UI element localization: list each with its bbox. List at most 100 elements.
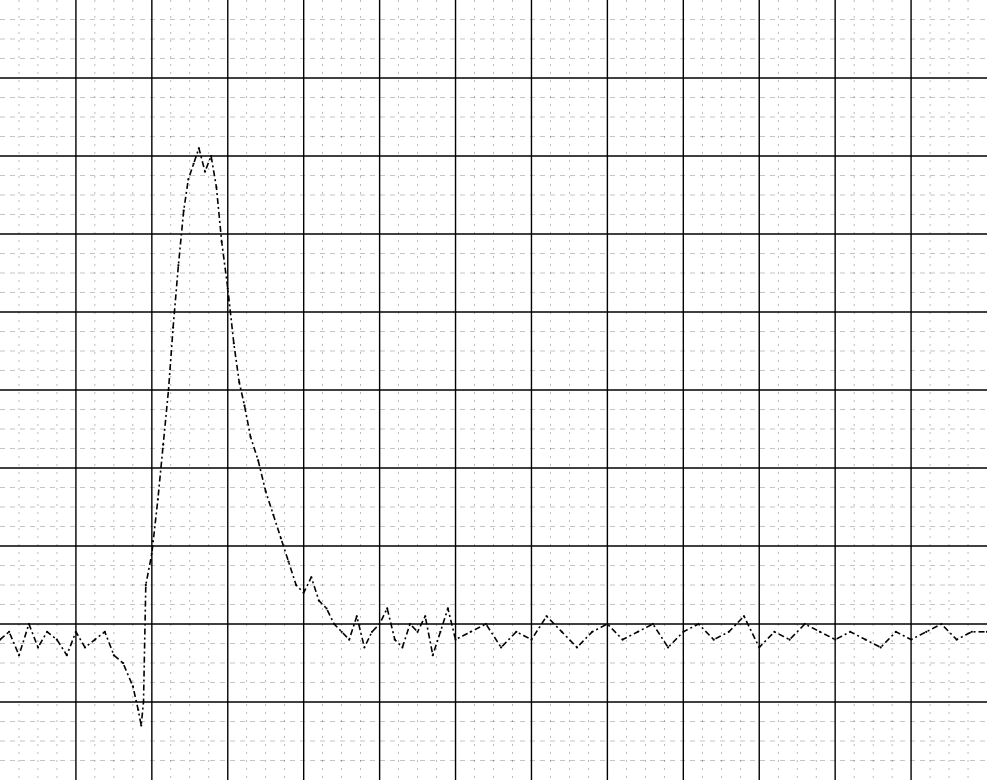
signal-trace xyxy=(0,147,987,727)
trace-point xyxy=(287,560,290,563)
trace-point xyxy=(203,170,207,173)
trace-point xyxy=(46,630,49,633)
trace-point xyxy=(295,583,298,587)
trace-point xyxy=(940,622,943,626)
trace-point xyxy=(317,599,320,602)
trace-point xyxy=(93,638,96,641)
trace-point xyxy=(849,630,852,633)
trace-point xyxy=(210,154,213,158)
trace-point xyxy=(112,654,115,657)
trace-point xyxy=(182,209,185,212)
trace-point xyxy=(864,638,867,641)
trace-point xyxy=(560,630,563,633)
trace-point xyxy=(469,630,472,633)
trace-point xyxy=(187,178,190,181)
trace-point xyxy=(279,537,282,540)
trace-point xyxy=(834,638,837,641)
trace-point xyxy=(310,576,313,579)
trace-point xyxy=(773,630,776,633)
trace-point xyxy=(162,443,165,446)
trace-point xyxy=(682,630,685,633)
trace-point xyxy=(651,622,655,626)
trace-point xyxy=(515,630,518,633)
trace-point xyxy=(36,646,40,649)
trace-point xyxy=(401,646,404,649)
trace-point xyxy=(636,630,639,633)
trace-point xyxy=(742,615,746,618)
trace-point xyxy=(408,622,412,626)
trace-point xyxy=(446,607,449,610)
trace-point xyxy=(238,381,241,384)
trace-point xyxy=(65,654,68,657)
trace-point xyxy=(697,622,700,626)
trace-point xyxy=(17,654,21,657)
trace-point xyxy=(232,342,235,345)
trace-point xyxy=(424,615,427,618)
trace-point xyxy=(325,607,328,610)
trace-point xyxy=(156,498,159,501)
trace-point xyxy=(103,630,106,633)
trace-point xyxy=(226,287,229,290)
trace-point xyxy=(545,615,548,618)
trace-point xyxy=(249,435,252,438)
trace-point xyxy=(879,646,882,649)
trace-point xyxy=(758,646,761,649)
trace-point xyxy=(83,646,87,649)
trace-point xyxy=(302,591,305,594)
trace-point xyxy=(925,630,928,633)
trace-point xyxy=(955,638,958,641)
trace-point xyxy=(121,661,125,665)
trace-point xyxy=(264,490,267,493)
trace-point xyxy=(530,638,533,641)
trace-point xyxy=(131,685,134,688)
trace-point xyxy=(172,326,175,329)
trace-point xyxy=(416,630,419,633)
trace-point xyxy=(137,708,140,711)
trace-point xyxy=(215,186,218,189)
trace-point xyxy=(970,630,973,633)
trace-point xyxy=(393,638,396,641)
trace-point xyxy=(150,552,153,555)
trace-point xyxy=(439,630,442,633)
trace-point xyxy=(272,513,275,516)
trace-point xyxy=(431,654,434,657)
trace-point xyxy=(243,404,246,407)
trace-point xyxy=(727,630,731,633)
trace-point xyxy=(894,630,898,633)
trace-point xyxy=(348,638,351,641)
trace-point xyxy=(340,630,343,633)
trace-point xyxy=(363,646,366,649)
trace-point xyxy=(142,700,145,704)
trace-point xyxy=(0,638,2,641)
trace-point xyxy=(220,240,223,243)
trace-point xyxy=(606,622,609,626)
trace-point xyxy=(500,646,503,649)
trace-point xyxy=(454,638,457,641)
trace-point xyxy=(667,646,670,649)
trace-point xyxy=(8,630,11,633)
trace-line xyxy=(0,147,987,727)
trace-point xyxy=(575,646,579,649)
trace-point xyxy=(712,638,715,641)
trace-point xyxy=(803,622,806,626)
trace-point xyxy=(177,264,180,267)
trace-point xyxy=(621,638,624,641)
trace-point xyxy=(140,724,143,727)
trace-point xyxy=(378,622,381,626)
trace-point xyxy=(27,622,30,626)
trace-point xyxy=(74,630,77,633)
trace-point xyxy=(55,638,59,641)
trace-point xyxy=(257,459,260,462)
trace-point xyxy=(197,147,200,150)
trace-point xyxy=(591,630,594,633)
trace-point xyxy=(355,615,358,618)
trace-point xyxy=(144,583,147,587)
trace-point xyxy=(386,607,389,610)
trace-point xyxy=(167,388,170,392)
trace-point xyxy=(818,630,822,633)
trace-point xyxy=(370,630,374,633)
